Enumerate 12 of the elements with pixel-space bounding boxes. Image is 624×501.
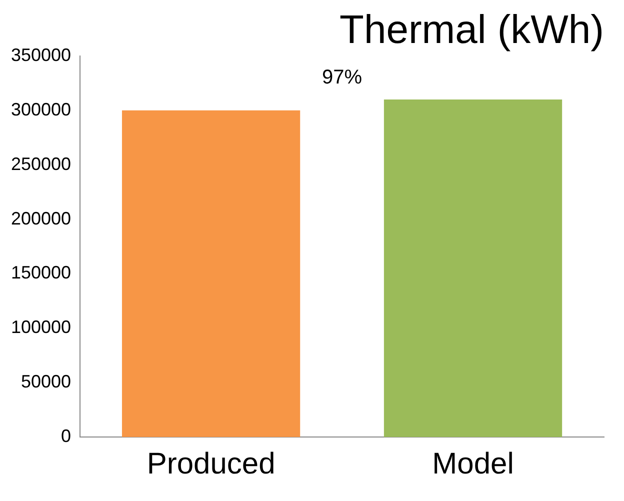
y-tick-label: 250000	[10, 154, 72, 174]
x-tick-label: Produced	[146, 447, 276, 480]
annotation: 97%	[322, 66, 362, 89]
x-tick-label: Model	[432, 447, 514, 480]
chart-title: Thermal (kWh)	[340, 8, 604, 52]
y-tick-label: 150000	[10, 262, 72, 283]
y-tick-label: 0	[61, 426, 72, 446]
y-tick-label: 200000	[10, 208, 72, 228]
y-tick-label: 300000	[10, 99, 72, 120]
y-tick-label: 350000	[10, 44, 72, 65]
y-tick-label: 100000	[10, 317, 72, 338]
y-tick-label: 50000	[21, 372, 72, 392]
